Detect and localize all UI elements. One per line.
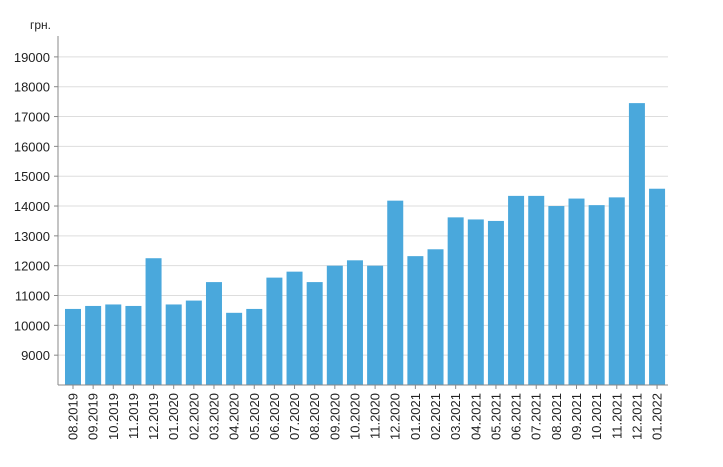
bar xyxy=(649,188,666,385)
y-tick-label: 9000 xyxy=(21,348,50,363)
x-tick-label: 05.2021 xyxy=(488,393,503,440)
bar xyxy=(608,197,625,385)
bar xyxy=(447,217,464,385)
x-tick-label: 09.2019 xyxy=(86,393,101,440)
x-tick-label: 01.2020 xyxy=(166,393,181,440)
bar xyxy=(508,195,525,385)
x-tick-label: 11.2019 xyxy=(126,393,141,439)
bar xyxy=(85,305,102,385)
x-tick-label: 07.2021 xyxy=(529,393,544,440)
x-tick-label: 11.2020 xyxy=(368,393,383,439)
bar xyxy=(487,220,504,385)
bar xyxy=(548,206,565,385)
y-tick-label: 17000 xyxy=(14,110,50,125)
x-tick-label: 10.2021 xyxy=(589,393,604,440)
bar xyxy=(628,103,645,385)
x-tick-label: 10.2019 xyxy=(106,393,121,440)
y-tick-label: 15000 xyxy=(14,169,50,184)
bar xyxy=(387,200,404,385)
x-tick-label: 07.2020 xyxy=(287,393,302,440)
bar xyxy=(326,265,343,385)
x-axis-ticks: 08.2019 09.2019 10.2019 11.2019 12.2019 01.20… xyxy=(66,385,665,440)
x-tick-label: 03.2020 xyxy=(206,393,221,440)
bar xyxy=(205,282,222,385)
x-tick-label: 06.2020 xyxy=(267,393,282,440)
y-tick-label: 12000 xyxy=(14,259,50,274)
bar xyxy=(588,205,605,385)
x-tick-label: 01.2022 xyxy=(650,393,665,440)
bar xyxy=(125,305,142,385)
x-tick-label: 05.2020 xyxy=(247,393,262,440)
y-tick-label: 18000 xyxy=(14,80,50,95)
bar xyxy=(467,219,484,385)
y-tick-label: 14000 xyxy=(14,199,50,214)
x-tick-label: 03.2021 xyxy=(448,393,463,440)
bar xyxy=(306,282,323,385)
bar xyxy=(568,198,585,385)
bar xyxy=(105,304,122,385)
x-tick-label: 04.2021 xyxy=(468,393,483,440)
y-tick-label: 16000 xyxy=(14,139,50,154)
y-tick-label: 13000 xyxy=(14,229,50,244)
bar xyxy=(286,271,303,385)
x-tick-label: 09.2020 xyxy=(327,393,342,440)
x-tick-label: 08.2019 xyxy=(66,393,81,440)
y-axis-ticks: 9000 10000 11000 12000 13000 14000 15000 16000 1… xyxy=(14,50,58,363)
x-tick-label: 01.2021 xyxy=(408,393,423,440)
x-tick-label: 10.2020 xyxy=(347,393,362,440)
bars xyxy=(65,103,666,385)
bar xyxy=(246,308,263,385)
y-tick-label: 19000 xyxy=(14,50,50,65)
x-tick-label: 08.2020 xyxy=(307,393,322,440)
bar xyxy=(226,312,243,385)
x-tick-label: 12.2019 xyxy=(146,393,161,440)
x-tick-label: 12.2021 xyxy=(629,393,644,440)
x-tick-label: 02.2020 xyxy=(186,393,201,440)
x-tick-label: 09.2021 xyxy=(569,393,584,440)
x-tick-label: 02.2021 xyxy=(428,393,443,440)
bar xyxy=(367,265,384,385)
y-tick-label: 10000 xyxy=(14,318,50,333)
bar xyxy=(266,277,283,385)
bar xyxy=(427,249,444,385)
bar xyxy=(346,260,363,385)
x-tick-label: 12.2020 xyxy=(388,393,403,440)
bar xyxy=(65,308,81,385)
y-tick-label: 11000 xyxy=(15,289,50,304)
bar xyxy=(407,256,424,385)
bar xyxy=(528,195,545,385)
y-axis-label: грн. xyxy=(30,18,51,32)
x-tick-label: 04.2020 xyxy=(227,393,242,440)
bar xyxy=(145,258,162,385)
bar xyxy=(165,304,182,385)
bar xyxy=(185,300,202,385)
x-tick-label: 06.2021 xyxy=(509,393,524,440)
x-tick-label: 11.2021 xyxy=(609,393,624,439)
x-tick-label: 08.2021 xyxy=(549,393,564,440)
